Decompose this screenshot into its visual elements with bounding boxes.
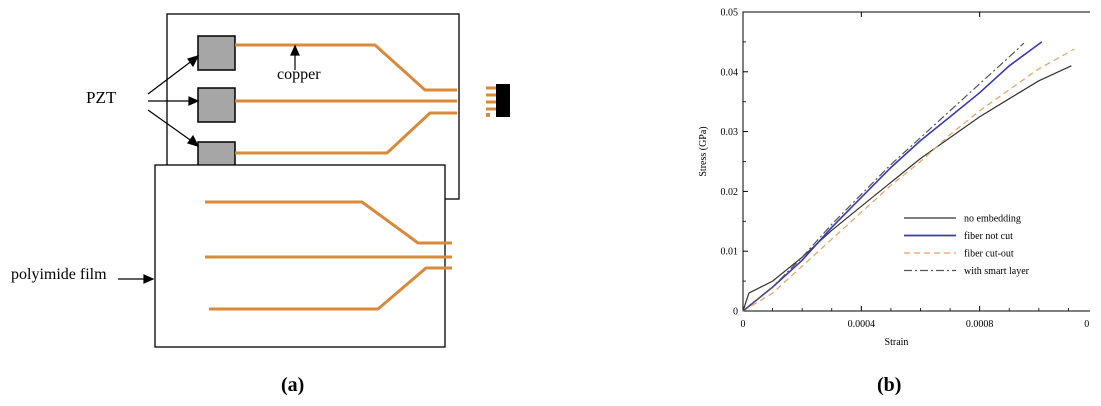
copper-trace: [235, 111, 457, 155]
copper-arrow: [290, 44, 300, 70]
pzt-element: [197, 87, 236, 123]
copper-label: copper: [277, 66, 321, 83]
series-line: [742, 65, 1072, 312]
y-tick-label: 0.05: [721, 8, 739, 19]
y-tick-label: 0: [733, 307, 738, 318]
pzt-label: PZT: [86, 88, 117, 107]
caption-a: (a): [281, 374, 305, 396]
series-line: [742, 42, 1025, 312]
y-tick-label: 0.04: [721, 67, 739, 78]
y-axis-label: Stress (GPa): [698, 126, 709, 176]
copper-trace: [235, 43, 457, 92]
x-tick-label: 0.0012: [1084, 319, 1090, 330]
y-tick-label: 0.01: [721, 247, 739, 258]
copper-traces: [235, 43, 457, 155]
caption-b: (b): [877, 374, 902, 396]
series-line: [742, 41, 1043, 312]
copper-trace: [205, 200, 452, 245]
y-tick-label: 0.03: [721, 127, 739, 138]
connector: [486, 84, 510, 117]
x-tick-label: 0.0008: [966, 319, 994, 330]
film-arrow: [118, 274, 155, 284]
schematic-diagram: [118, 13, 510, 348]
pzt-element: [197, 35, 236, 71]
copper-traces-front: [205, 200, 452, 311]
x-axis-label: Strain: [885, 337, 909, 348]
pzt-arrows: [147, 55, 200, 147]
legend-label: with smart layer: [964, 266, 1030, 277]
series-line: [742, 48, 1075, 312]
x-tick-label: 0: [741, 319, 746, 330]
stress-strain-chart: 0 0.01 0.02 0.03 0.04 0.05 0 0.0004 0.0008 0.0012…: [698, 8, 1090, 348]
legend-label: no embedding: [964, 214, 1021, 225]
copper-trace: [209, 266, 452, 311]
x-tick-label: 0.0004: [848, 319, 876, 330]
legend-label: fiber cut-out: [964, 249, 1014, 260]
legend-label: fiber not cut: [964, 231, 1013, 242]
polyimide-film-label: polyimide film: [11, 266, 107, 283]
y-tick-label: 0.02: [721, 187, 739, 198]
